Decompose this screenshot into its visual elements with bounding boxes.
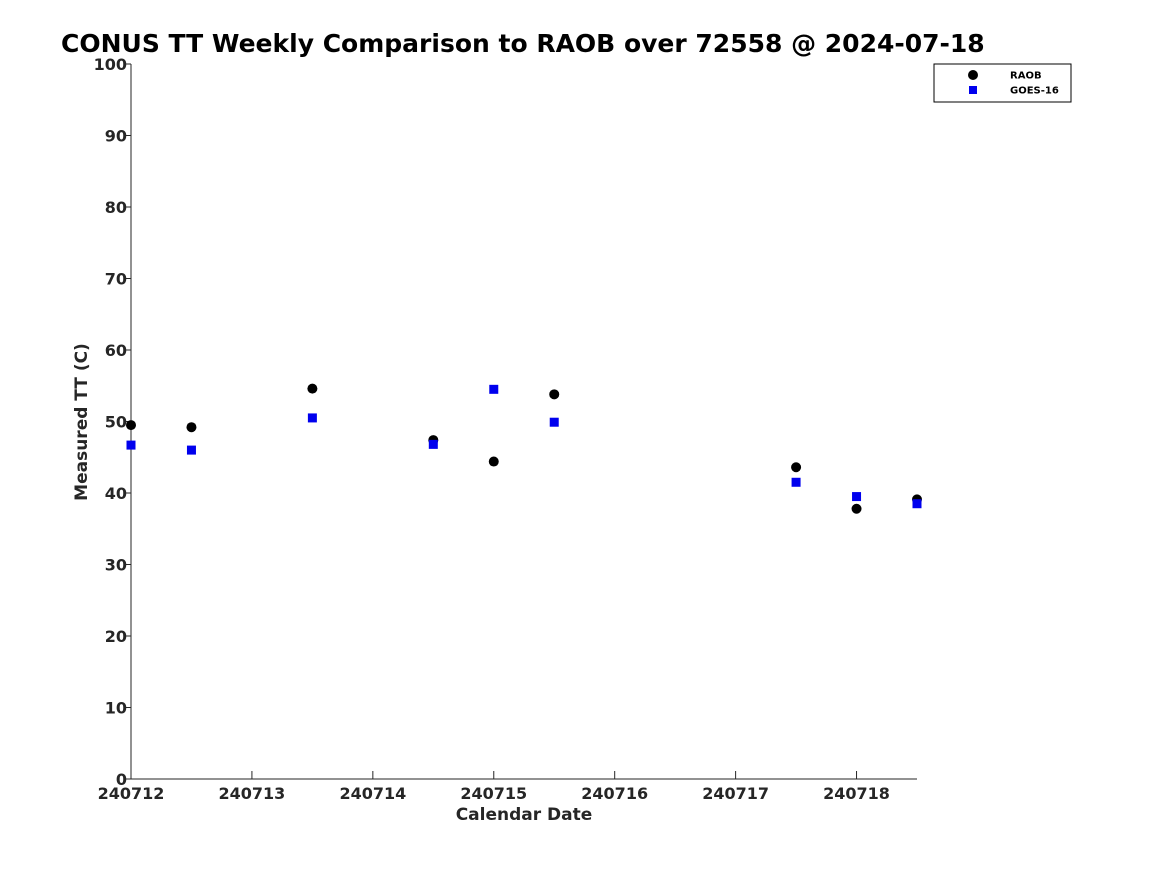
legend-label: GOES-16 bbox=[1010, 86, 1059, 97]
y-tick-label: 80 bbox=[105, 198, 127, 217]
legend-goes-16-marker bbox=[969, 86, 977, 94]
x-axis-ticks: 240712 240713 240714 240715 240716 240717 2407… bbox=[98, 771, 890, 803]
y-axis-ticks: 0 10 20 30 40 50 60 70 80 90 100 bbox=[94, 55, 131, 789]
legend-label: RAOB bbox=[1010, 71, 1042, 82]
y-axis-label: Measured TT (C) bbox=[72, 343, 92, 501]
x-tick-label: 240716 bbox=[581, 784, 648, 803]
x-tick-label: 240717 bbox=[702, 784, 769, 803]
y-tick-label: 40 bbox=[105, 484, 127, 503]
goes-16-point bbox=[791, 477, 801, 487]
y-tick-label: 90 bbox=[105, 127, 127, 146]
raob-point bbox=[488, 456, 499, 467]
legend-raob-marker bbox=[968, 70, 978, 80]
x-tick-label: 240715 bbox=[460, 784, 527, 803]
x-tick-label: 240714 bbox=[339, 784, 406, 803]
legend-box bbox=[933, 63, 1072, 103]
goes-16-point bbox=[852, 492, 862, 502]
goes-16-point bbox=[489, 384, 499, 394]
raob-point bbox=[126, 420, 136, 431]
y-tick-label: 70 bbox=[105, 270, 127, 289]
y-tick-label: 100 bbox=[94, 55, 127, 74]
x-axis-label: Calendar Date bbox=[456, 805, 593, 825]
chart-title: CONUS TT Weekly Comparison to RAOB over … bbox=[61, 29, 985, 58]
y-tick-label: 20 bbox=[105, 627, 127, 646]
y-tick-label: 60 bbox=[105, 341, 127, 360]
raob-point bbox=[549, 389, 560, 400]
goes-16-point bbox=[428, 439, 438, 449]
goes-16-point bbox=[186, 445, 196, 455]
goes-16-point bbox=[126, 440, 136, 450]
raob-point bbox=[307, 383, 318, 394]
goes-16-point bbox=[549, 417, 559, 427]
y-tick-label: 0 bbox=[116, 770, 127, 789]
legend: RAOB GOES-16 bbox=[933, 63, 1072, 103]
chart-axes bbox=[130, 64, 917, 780]
goes-16-point bbox=[307, 413, 317, 423]
y-tick-label: 10 bbox=[105, 699, 127, 718]
raob-point bbox=[791, 462, 802, 473]
x-tick-label: 240712 bbox=[98, 784, 165, 803]
y-tick-label: 50 bbox=[105, 413, 127, 432]
raob-point bbox=[186, 422, 197, 433]
goes-16-point bbox=[912, 499, 922, 509]
x-tick-label: 240718 bbox=[823, 784, 890, 803]
x-tick-label: 240713 bbox=[219, 784, 286, 803]
y-tick-label: 30 bbox=[105, 556, 127, 575]
data-points bbox=[126, 383, 922, 514]
raob-point bbox=[851, 503, 862, 514]
